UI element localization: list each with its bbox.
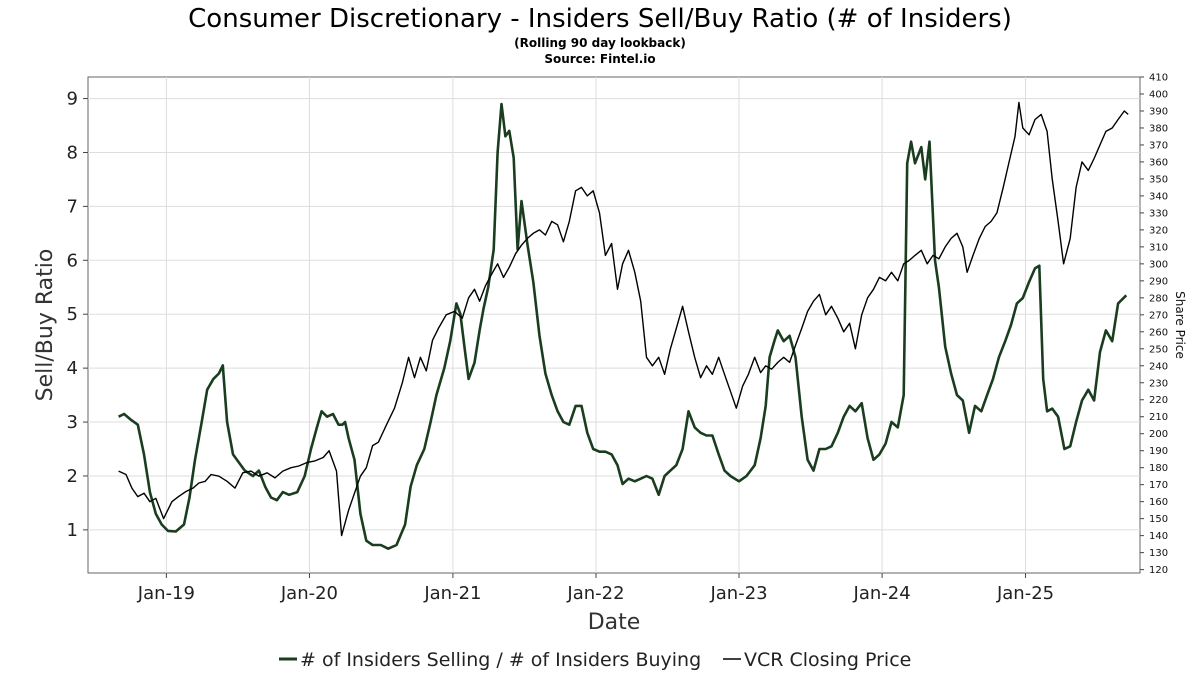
right-axis: 120 130 140 150 160 170 180 190 200 210 220 230 240 2… bbox=[1140, 73, 1168, 576]
x-tick-label: Jan-24 bbox=[853, 583, 911, 604]
y2-tick-label: 220 bbox=[1149, 395, 1168, 406]
y2-tick-label: 340 bbox=[1149, 191, 1168, 202]
y-tick-label: 1 bbox=[67, 520, 78, 541]
y2-tick-label: 280 bbox=[1149, 293, 1168, 304]
x-tick-label: Jan-23 bbox=[709, 583, 767, 604]
y2-tick-label: 160 bbox=[1149, 497, 1168, 508]
plot-area bbox=[87, 76, 1141, 574]
legend: # of Insiders Selling / # of Insiders Bu… bbox=[279, 649, 911, 671]
y2-tick-label: 310 bbox=[1149, 242, 1168, 253]
series-layer bbox=[118, 101, 1129, 550]
x-axis: Jan-19 Jan-20 Jan-21 Jan-22 Jan-23 Jan-24 Jan-… bbox=[137, 573, 1054, 604]
y2-tick-label: 360 bbox=[1149, 157, 1168, 168]
y2-tick-label: 190 bbox=[1149, 446, 1168, 457]
y2-tick-label: 250 bbox=[1149, 344, 1168, 355]
x-tick-label: Jan-19 bbox=[137, 583, 195, 604]
y2-tick-label: 410 bbox=[1149, 73, 1168, 84]
y2-tick-label: 130 bbox=[1149, 548, 1168, 559]
y2-tick-label: 270 bbox=[1149, 310, 1168, 321]
y2-tick-label: 150 bbox=[1149, 514, 1168, 525]
x-tick-label: Jan-25 bbox=[996, 583, 1054, 604]
legend-label-ratio: # of Insiders Selling / # of Insiders Bu… bbox=[300, 649, 701, 671]
y-tick-label: 2 bbox=[67, 466, 78, 487]
y-axis-label: Sell/Buy Ratio bbox=[33, 249, 58, 402]
y2-tick-label: 200 bbox=[1149, 429, 1168, 440]
legend-label-price: VCR Closing Price bbox=[744, 649, 911, 671]
series-line-vcr-price bbox=[118, 101, 1129, 537]
y-tick-label: 5 bbox=[67, 304, 78, 325]
chart-subtitle-source: Source: Fintel.io bbox=[544, 52, 655, 66]
y2-tick-label: 370 bbox=[1149, 140, 1168, 151]
y2-tick-label: 400 bbox=[1149, 89, 1168, 100]
x-tick-label: Jan-21 bbox=[423, 583, 481, 604]
left-axis: 1 2 3 4 5 6 7 8 9 bbox=[67, 89, 88, 541]
y2-tick-label: 330 bbox=[1149, 208, 1168, 219]
y-tick-label: 7 bbox=[67, 196, 78, 217]
chart-title: Consumer Discretionary - Insiders Sell/B… bbox=[188, 4, 1012, 34]
y-tick-label: 6 bbox=[67, 250, 78, 271]
y-tick-label: 4 bbox=[67, 358, 78, 379]
y-tick-label: 3 bbox=[67, 412, 78, 433]
y-tick-label: 9 bbox=[67, 89, 78, 110]
y-tick-label: 8 bbox=[67, 142, 78, 163]
y2-axis-label: Share Price bbox=[1173, 291, 1187, 359]
y2-tick-label: 170 bbox=[1149, 480, 1168, 491]
y2-tick-label: 120 bbox=[1149, 565, 1168, 576]
x-tick-label: Jan-20 bbox=[280, 583, 338, 604]
y2-tick-label: 180 bbox=[1149, 463, 1168, 474]
series-line-sell-buy-ratio bbox=[118, 102, 1128, 550]
y2-tick-label: 380 bbox=[1149, 123, 1168, 134]
y2-tick-label: 260 bbox=[1149, 327, 1168, 338]
x-axis-label: Date bbox=[588, 610, 641, 635]
y2-tick-label: 230 bbox=[1149, 378, 1168, 389]
chart-subtitle-lookback: (Rolling 90 day lookback) bbox=[514, 36, 686, 50]
x-tick-label: Jan-22 bbox=[566, 583, 624, 604]
y2-tick-label: 240 bbox=[1149, 361, 1168, 372]
y2-tick-label: 390 bbox=[1149, 106, 1168, 117]
y2-tick-label: 290 bbox=[1149, 276, 1168, 287]
y2-tick-label: 210 bbox=[1149, 412, 1168, 423]
y2-tick-label: 350 bbox=[1149, 174, 1168, 185]
y2-tick-label: 140 bbox=[1149, 531, 1168, 542]
y2-tick-label: 320 bbox=[1149, 225, 1168, 236]
y2-tick-label: 300 bbox=[1149, 259, 1168, 270]
